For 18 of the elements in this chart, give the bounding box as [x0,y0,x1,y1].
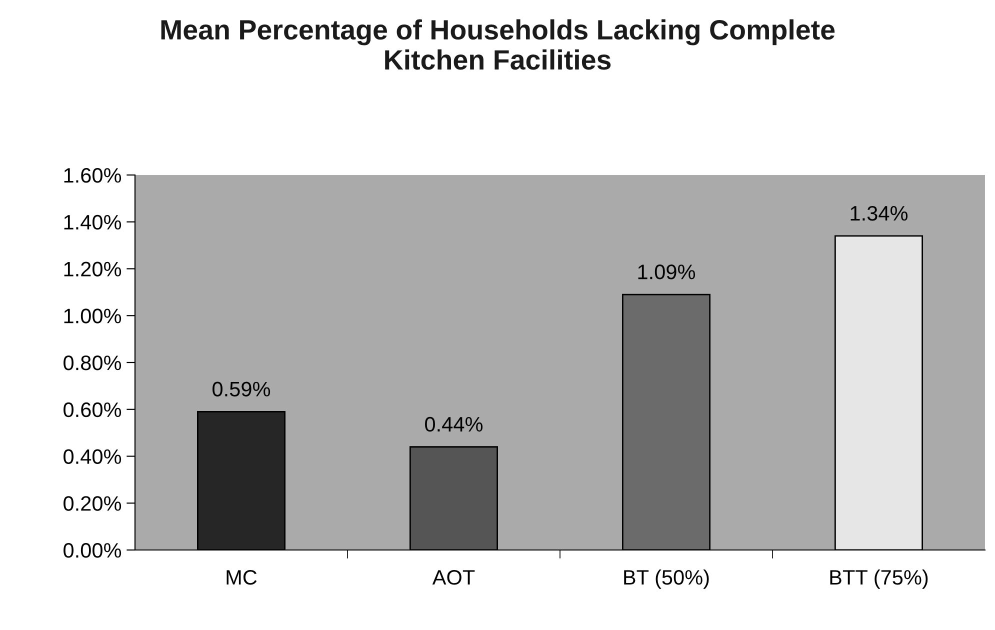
x-tick-label: AOT [432,570,475,585]
x-tick-label: BTT (75%) [830,569,928,589]
y-tick-label: 0.60% [64,402,122,418]
y-tick-label: 1.00% [64,308,122,324]
x-tick-label: BT (50%) [624,569,709,589]
y-tick-label: 0.00% [64,543,122,558]
data-label: 0.44% [425,416,483,432]
y-tick-label: 0.80% [64,356,122,370]
y-tick-label: 0.20% [64,496,122,511]
x-tick-label: MC [226,570,257,585]
data-label: 1.34% [850,206,908,221]
y-tick-label: 1.20% [64,262,122,277]
y-tick-label: 0.40% [64,449,122,464]
y-tick-label: 1.60% [64,168,122,183]
chart-title: Mean Percentage of Households Lacking Complete Kitchen Facilities [161,19,835,70]
data-label: 0.59% [212,382,270,396]
y-tick-label: 1.40% [64,214,122,230]
data-label: 1.09% [638,264,696,280]
